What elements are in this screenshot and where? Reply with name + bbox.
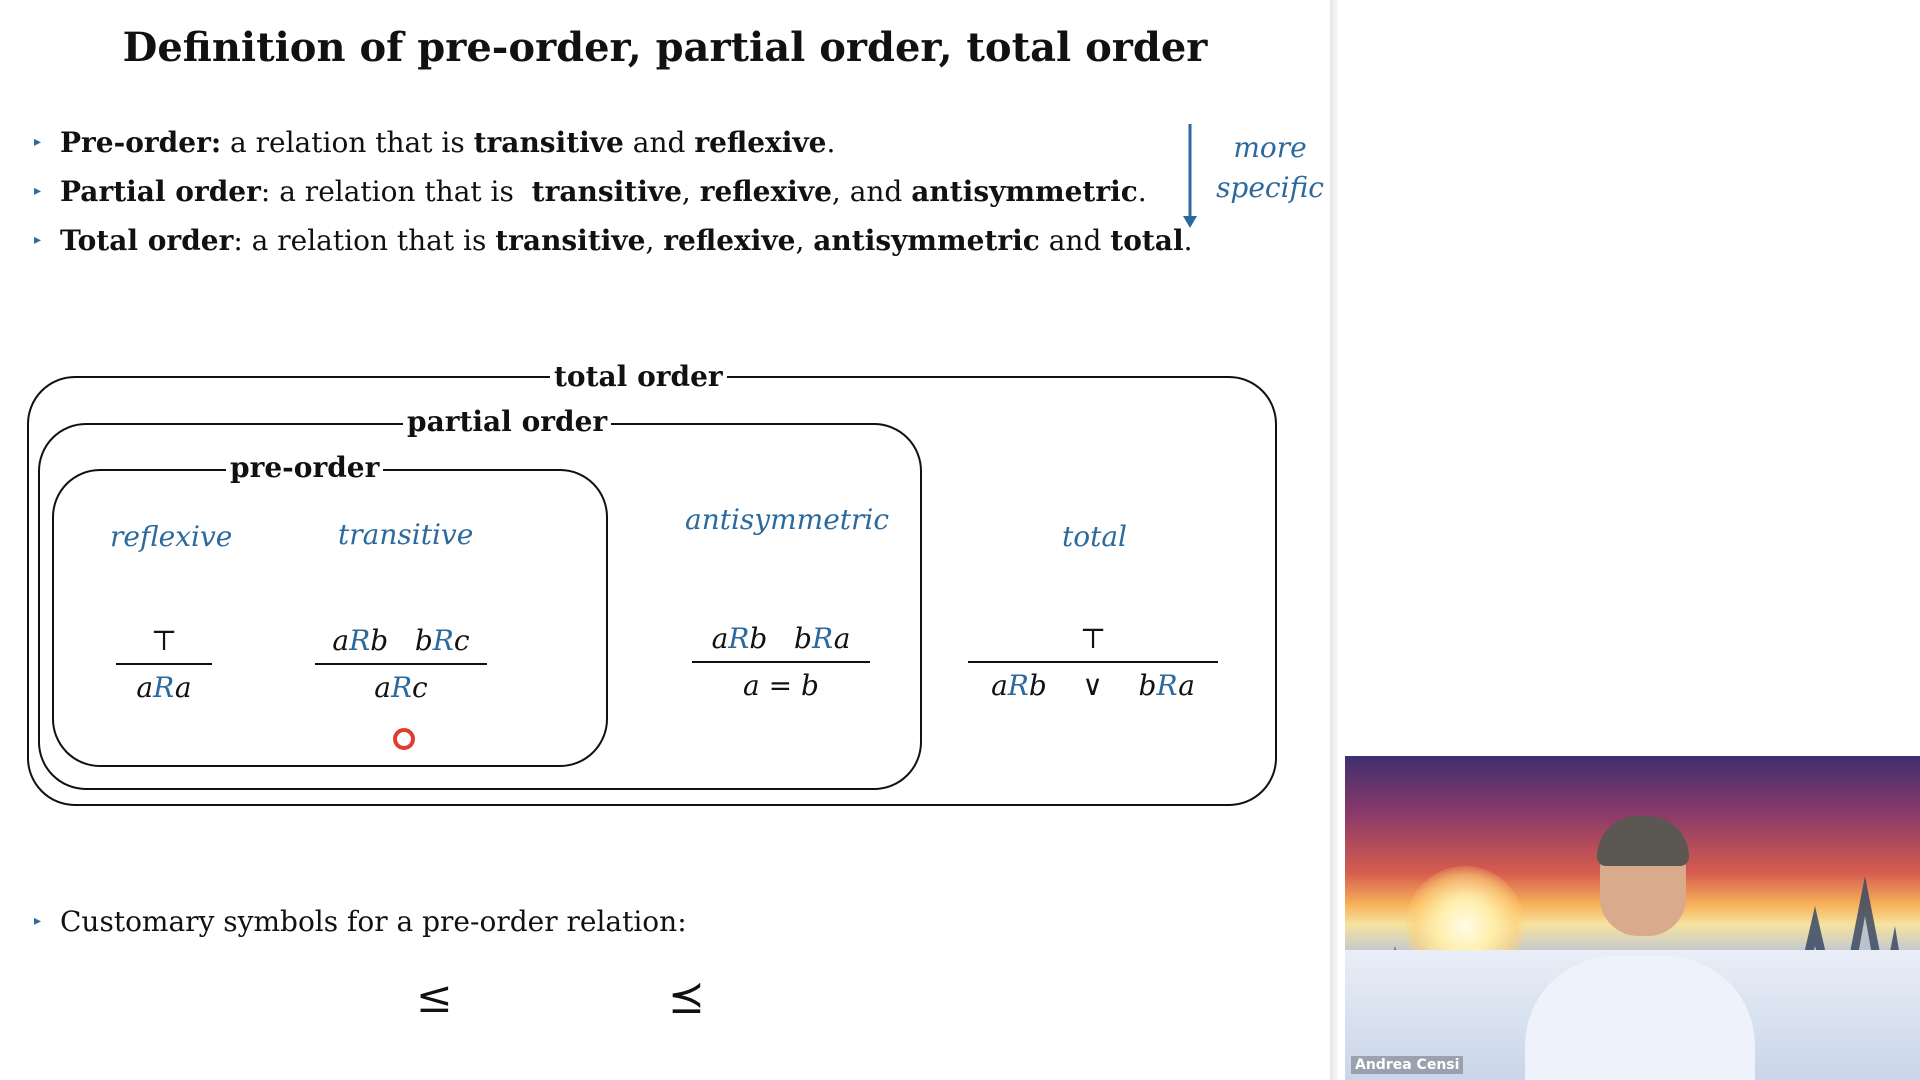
pre-order-label: pre-order bbox=[226, 453, 384, 483]
antisymmetric-label: antisymmetric bbox=[685, 503, 890, 536]
bullet-triangle-icon: ▸ bbox=[34, 183, 42, 199]
rule-bar bbox=[968, 661, 1218, 663]
list-item: ▸ Partial order: a relation that is tran… bbox=[30, 167, 1193, 216]
down-arrow-icon bbox=[1183, 124, 1197, 228]
list-item: ▸ Total order: a relation that is transi… bbox=[30, 216, 1193, 265]
rule-conclusion: aRb ∨ bRa bbox=[991, 669, 1195, 702]
rule-bar bbox=[315, 663, 487, 665]
transitive-rule: aRb bRc aRc bbox=[315, 624, 487, 704]
rule-premise: ⊤ bbox=[150, 624, 178, 657]
presenter-shirt bbox=[1525, 956, 1755, 1080]
bullet-triangle-icon: ▸ bbox=[34, 232, 42, 248]
rule-conclusion: aRc bbox=[374, 671, 428, 704]
preceq-symbol: ⪯ bbox=[668, 972, 705, 1023]
rule-conclusion: a = b bbox=[743, 669, 819, 702]
list-item: ▸ Pre-order: a relation that is transiti… bbox=[30, 118, 1193, 167]
bullet-triangle-icon: ▸ bbox=[34, 913, 42, 929]
rule-premise: aRb bRa bbox=[711, 622, 851, 655]
more-specific-indicator: more specific bbox=[1180, 120, 1330, 230]
term: Partial order bbox=[60, 175, 261, 208]
pre-order-box bbox=[52, 469, 608, 767]
slide-title: Definition of pre-order, partial order, … bbox=[122, 24, 1208, 71]
transitive-label: transitive bbox=[338, 518, 474, 551]
total-label: total bbox=[1062, 520, 1128, 553]
customary-symbols-item: ▸ Customary symbols for a pre-order rela… bbox=[34, 905, 687, 938]
reflexive-label: reflexive bbox=[110, 520, 233, 553]
definition-list: ▸ Pre-order: a relation that is transiti… bbox=[30, 118, 1193, 265]
more-specific-label: more specific bbox=[1216, 131, 1324, 204]
leq-symbol: ≤ bbox=[416, 972, 453, 1023]
antisymmetric-rule: aRb bRa a = b bbox=[692, 622, 870, 702]
participant-name: Andrea Censi bbox=[1351, 1056, 1464, 1074]
slide: Definition of pre-order, partial order, … bbox=[27, 24, 1330, 1023]
total-order-label: total order bbox=[550, 362, 727, 392]
term: Total order bbox=[60, 224, 234, 257]
presenter-hair bbox=[1597, 816, 1689, 866]
rule-bar bbox=[116, 663, 212, 665]
term: Pre-order: bbox=[60, 126, 222, 159]
total-rule: ⊤ aRb ∨ bRa bbox=[968, 622, 1218, 702]
bullet-triangle-icon: ▸ bbox=[34, 134, 42, 150]
rule-premise: ⊤ bbox=[1079, 622, 1107, 655]
pane-divider[interactable] bbox=[1330, 0, 1338, 1080]
rule-premise: aRb bRc bbox=[332, 624, 470, 657]
partial-order-label: partial order bbox=[403, 407, 612, 437]
rule-conclusion: aRa bbox=[136, 671, 192, 704]
laser-pointer bbox=[393, 728, 415, 750]
participant-video[interactable]: Andrea Censi bbox=[1345, 756, 1920, 1080]
rule-bar bbox=[692, 661, 870, 663]
reflexive-rule: ⊤ aRa bbox=[116, 624, 212, 704]
